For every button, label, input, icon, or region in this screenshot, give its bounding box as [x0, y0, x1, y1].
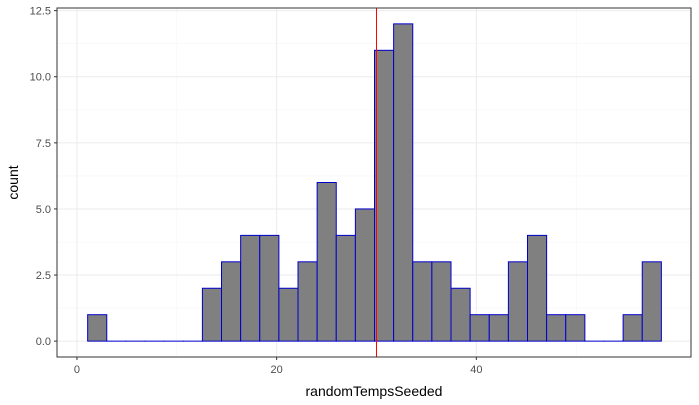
- x-axis: 0 20 40: [74, 357, 482, 376]
- histogram-bar: [412, 261, 433, 342]
- panel-border: [56, 7, 692, 358]
- histogram-bar: [278, 287, 299, 342]
- x-tick-label: 0: [74, 364, 80, 376]
- y-tick-label: 2.5: [36, 270, 51, 282]
- y-axis: 0.0 2.5 5.0 7.5 10.0 12.5: [30, 6, 57, 348]
- y-tick-label: 7.5: [36, 138, 51, 150]
- y-axis-title: count: [5, 165, 21, 199]
- histogram-bars: [87, 23, 662, 342]
- histogram-bar: [87, 314, 108, 342]
- y-tick-label: 0.0: [36, 336, 51, 348]
- histogram-bar: [221, 261, 242, 342]
- histogram-bar: [641, 261, 662, 342]
- histogram-bar: [450, 287, 471, 342]
- histogram-bar: [565, 314, 586, 342]
- histogram-bar: [354, 208, 376, 342]
- histogram-bar: [335, 234, 356, 342]
- histogram-bar: [201, 287, 223, 342]
- x-axis-title: randomTempsSeeded: [306, 383, 443, 399]
- histogram-bar: [393, 23, 414, 342]
- histogram-bar: [259, 234, 280, 342]
- histogram-bar: [316, 182, 337, 342]
- x-tick-label: 20: [271, 364, 283, 376]
- x-tick-label: 40: [470, 364, 482, 376]
- y-tick-label: 10.0: [30, 72, 51, 84]
- y-tick-label: 12.5: [30, 6, 51, 18]
- histogram-bar: [507, 261, 528, 342]
- histogram-bar: [546, 314, 567, 342]
- y-tick-label: 5.0: [36, 204, 51, 216]
- histogram-bar: [622, 314, 643, 342]
- histogram-bar: [469, 314, 490, 342]
- histogram-bar: [431, 261, 452, 342]
- histogram-bar: [526, 234, 548, 342]
- histogram-bar: [240, 234, 261, 342]
- histogram-bar: [374, 49, 395, 342]
- histogram-bar: [297, 261, 318, 342]
- histogram-bar: [488, 314, 509, 342]
